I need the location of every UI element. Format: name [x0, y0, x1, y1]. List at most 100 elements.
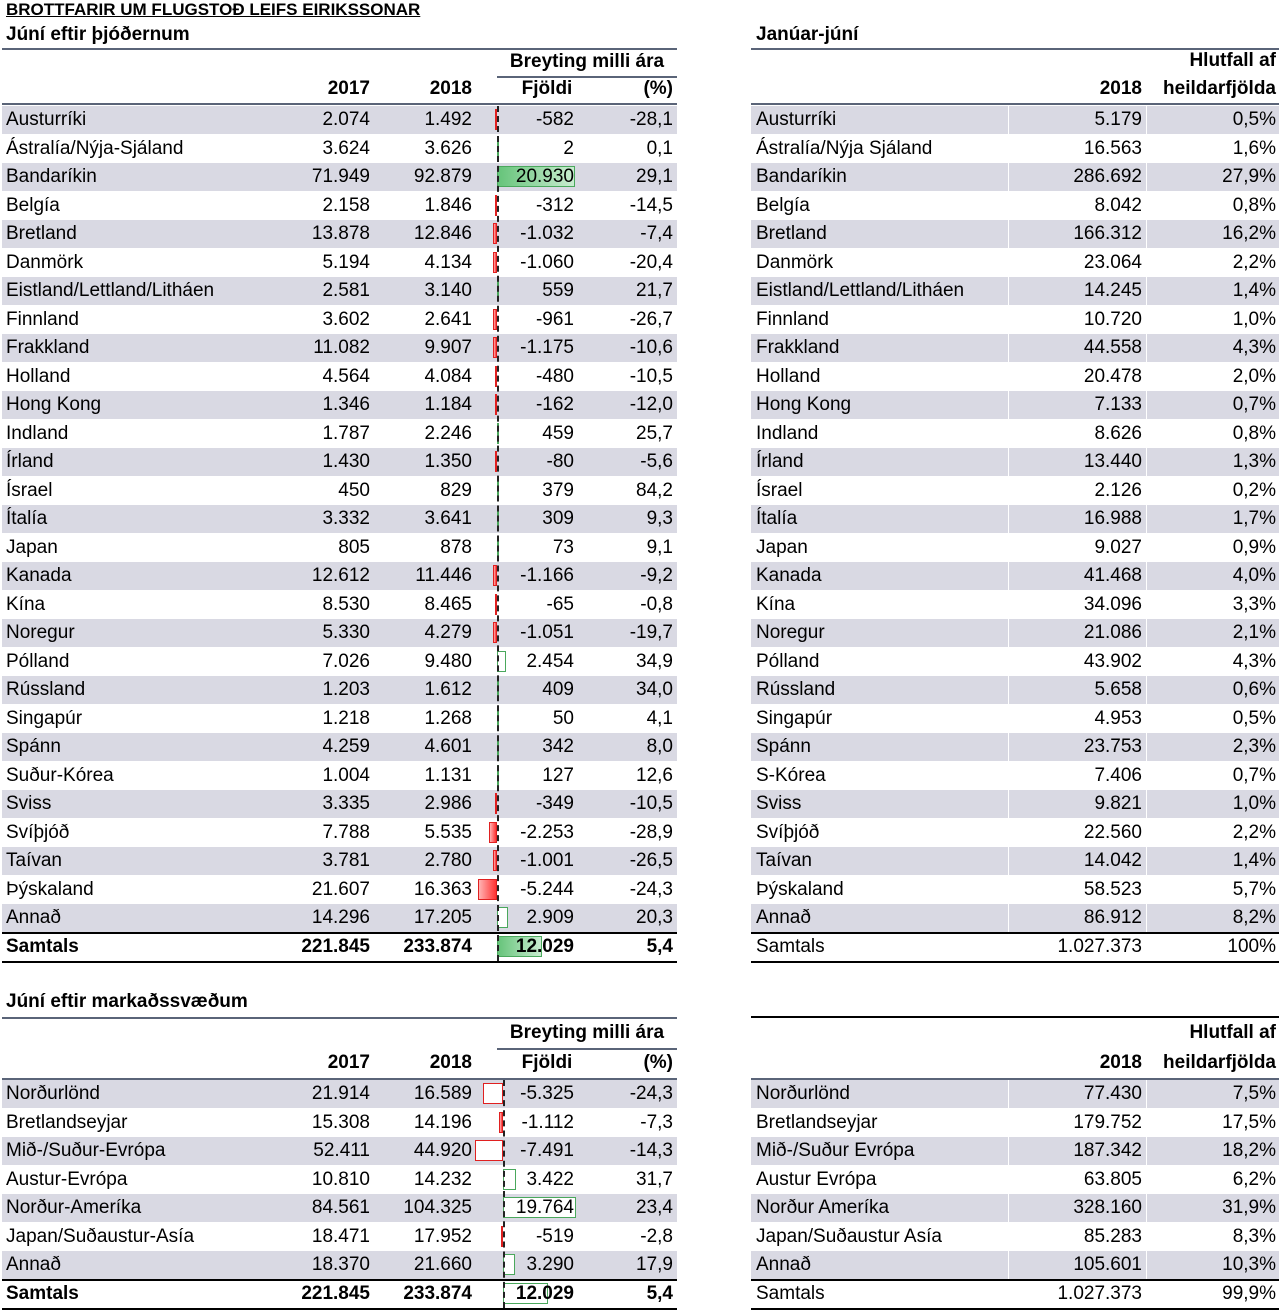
value-2018: 1.184: [424, 394, 472, 415]
negative-change-bar: [495, 793, 497, 814]
country-name: Ástralía/Nýja-Sjáland: [6, 137, 184, 159]
share-value: 27,9%: [1222, 166, 1276, 187]
row-name: Svíþjóð: [756, 821, 820, 843]
value-2017: 18.370: [311, 1254, 370, 1275]
row-name: Bretland: [756, 223, 827, 244]
change-pct: 9,3: [646, 508, 673, 529]
share-value: 1,4%: [1232, 280, 1276, 301]
t1-header-2017: 2017: [327, 78, 370, 99]
share-value: 2,2%: [1232, 251, 1276, 273]
change-count: -480: [535, 365, 574, 387]
value-2017: 13.878: [311, 223, 370, 244]
country-name: Eistland/Lettland/Litháen: [6, 280, 215, 301]
value-2018: 14.042: [1083, 850, 1142, 871]
total-change: 12.029: [515, 935, 574, 957]
table-row-bg: [751, 106, 1279, 134]
share-value: 31,9%: [1222, 1197, 1276, 1218]
change-count: 3.290: [526, 1254, 574, 1275]
value-2018: 5.535: [424, 821, 472, 843]
t4-top-rule: [751, 1016, 1279, 1018]
table-row-bg: [751, 334, 1279, 362]
value-2018: 878: [440, 536, 472, 558]
value-2018: 16.363: [413, 878, 472, 900]
value-2018: 58.523: [1083, 878, 1142, 900]
negative-change-bar: [492, 565, 497, 586]
negative-change-bar: [495, 365, 497, 387]
share-value: 1,4%: [1232, 850, 1276, 871]
country-name: Hong Kong: [6, 394, 102, 415]
share-value: 0,7%: [1232, 394, 1276, 415]
value-2018: 1.268: [424, 707, 472, 729]
change-count: -519: [535, 1225, 574, 1247]
country-name: Spánn: [6, 736, 61, 757]
value-2018: 1.350: [424, 451, 472, 472]
t3-header-2018: 2018: [429, 1052, 472, 1073]
t3-header-count: Fjöldi: [521, 1052, 573, 1073]
table-row-bg: [751, 1194, 1279, 1222]
value-2017: 3.332: [322, 508, 370, 529]
change-pct: 25,7: [636, 422, 673, 444]
value-2018: 2.126: [1094, 479, 1142, 501]
share-value: 2,2%: [1232, 821, 1276, 843]
table-row-bg: [2, 562, 677, 590]
value-2017: 1.430: [322, 451, 370, 472]
row-name: Austurríki: [756, 109, 837, 130]
value-2017: 11.082: [313, 337, 370, 358]
value-2018: 41.468: [1083, 565, 1142, 586]
t2-bottom-rule: [751, 960, 1279, 963]
change-pct: -0,8: [640, 593, 673, 615]
total-pct: 5,4: [646, 1282, 673, 1304]
change-count: 19.764: [515, 1197, 574, 1218]
change-pct: 29,1: [636, 166, 673, 187]
value-2018: 17.205: [413, 907, 472, 928]
t3-bottom-rule: [2, 1307, 677, 1310]
country-name: Frakkland: [6, 337, 90, 358]
table-row-bg: [2, 277, 677, 305]
row-name: Spánn: [756, 736, 811, 757]
country-name: Sviss: [6, 793, 52, 814]
value-2018: 2.986: [424, 793, 472, 814]
total-share: 99,9%: [1222, 1282, 1276, 1304]
value-2018: 4.601: [424, 736, 472, 757]
row-name: Írland: [756, 451, 804, 472]
t1-change-axis: [497, 106, 499, 961]
value-2018: 5.179: [1094, 109, 1142, 130]
value-2018: 13.440: [1083, 451, 1142, 472]
change-pct: 23,4: [636, 1197, 673, 1218]
table-row-bg: [2, 676, 677, 704]
t1-group-rule: [497, 76, 677, 78]
change-pct: -20,4: [629, 251, 673, 273]
negative-change-bar: [493, 223, 497, 244]
table-row-bg: [751, 904, 1279, 932]
negative-change-bar: [493, 622, 497, 643]
table-row-bg: [2, 1251, 677, 1279]
total-change: 12.029: [515, 1282, 574, 1304]
change-pct: -26,7: [629, 308, 673, 330]
change-pct: -28,9: [629, 821, 673, 843]
share-value: 0,5%: [1232, 707, 1276, 729]
value-2018: 77.430: [1083, 1083, 1142, 1104]
country-name: Danmörk: [6, 251, 84, 273]
row-name: Kína: [756, 593, 796, 615]
t2-col-divider-1: [1008, 106, 1009, 933]
change-pct: -26,5: [629, 850, 673, 871]
country-name: Mið-/Suður-Evrópa: [6, 1140, 166, 1161]
change-pct: 12,6: [636, 764, 673, 786]
change-pct: -10,5: [629, 365, 673, 387]
country-name: Annað: [6, 1254, 61, 1275]
share-value: 0,8%: [1232, 194, 1276, 216]
change-pct: -7,4: [640, 223, 673, 244]
value-2018: 16.988: [1083, 508, 1142, 529]
value-2017: 1.004: [322, 764, 370, 786]
value-2017: 5.330: [322, 622, 370, 643]
share-value: 0,6%: [1232, 679, 1276, 700]
country-name: Rússland: [6, 679, 86, 700]
country-name: Kanada: [6, 565, 72, 586]
share-value: 3,3%: [1232, 593, 1276, 615]
t4-header-share-2: heildarfjölda: [1163, 1052, 1276, 1073]
country-name: Austurríki: [6, 109, 87, 130]
change-count: -1.175: [520, 337, 574, 358]
change-count: 73: [552, 536, 574, 558]
t2-head-rule: [751, 103, 1279, 105]
t4-header-2018: 2018: [1099, 1052, 1142, 1073]
